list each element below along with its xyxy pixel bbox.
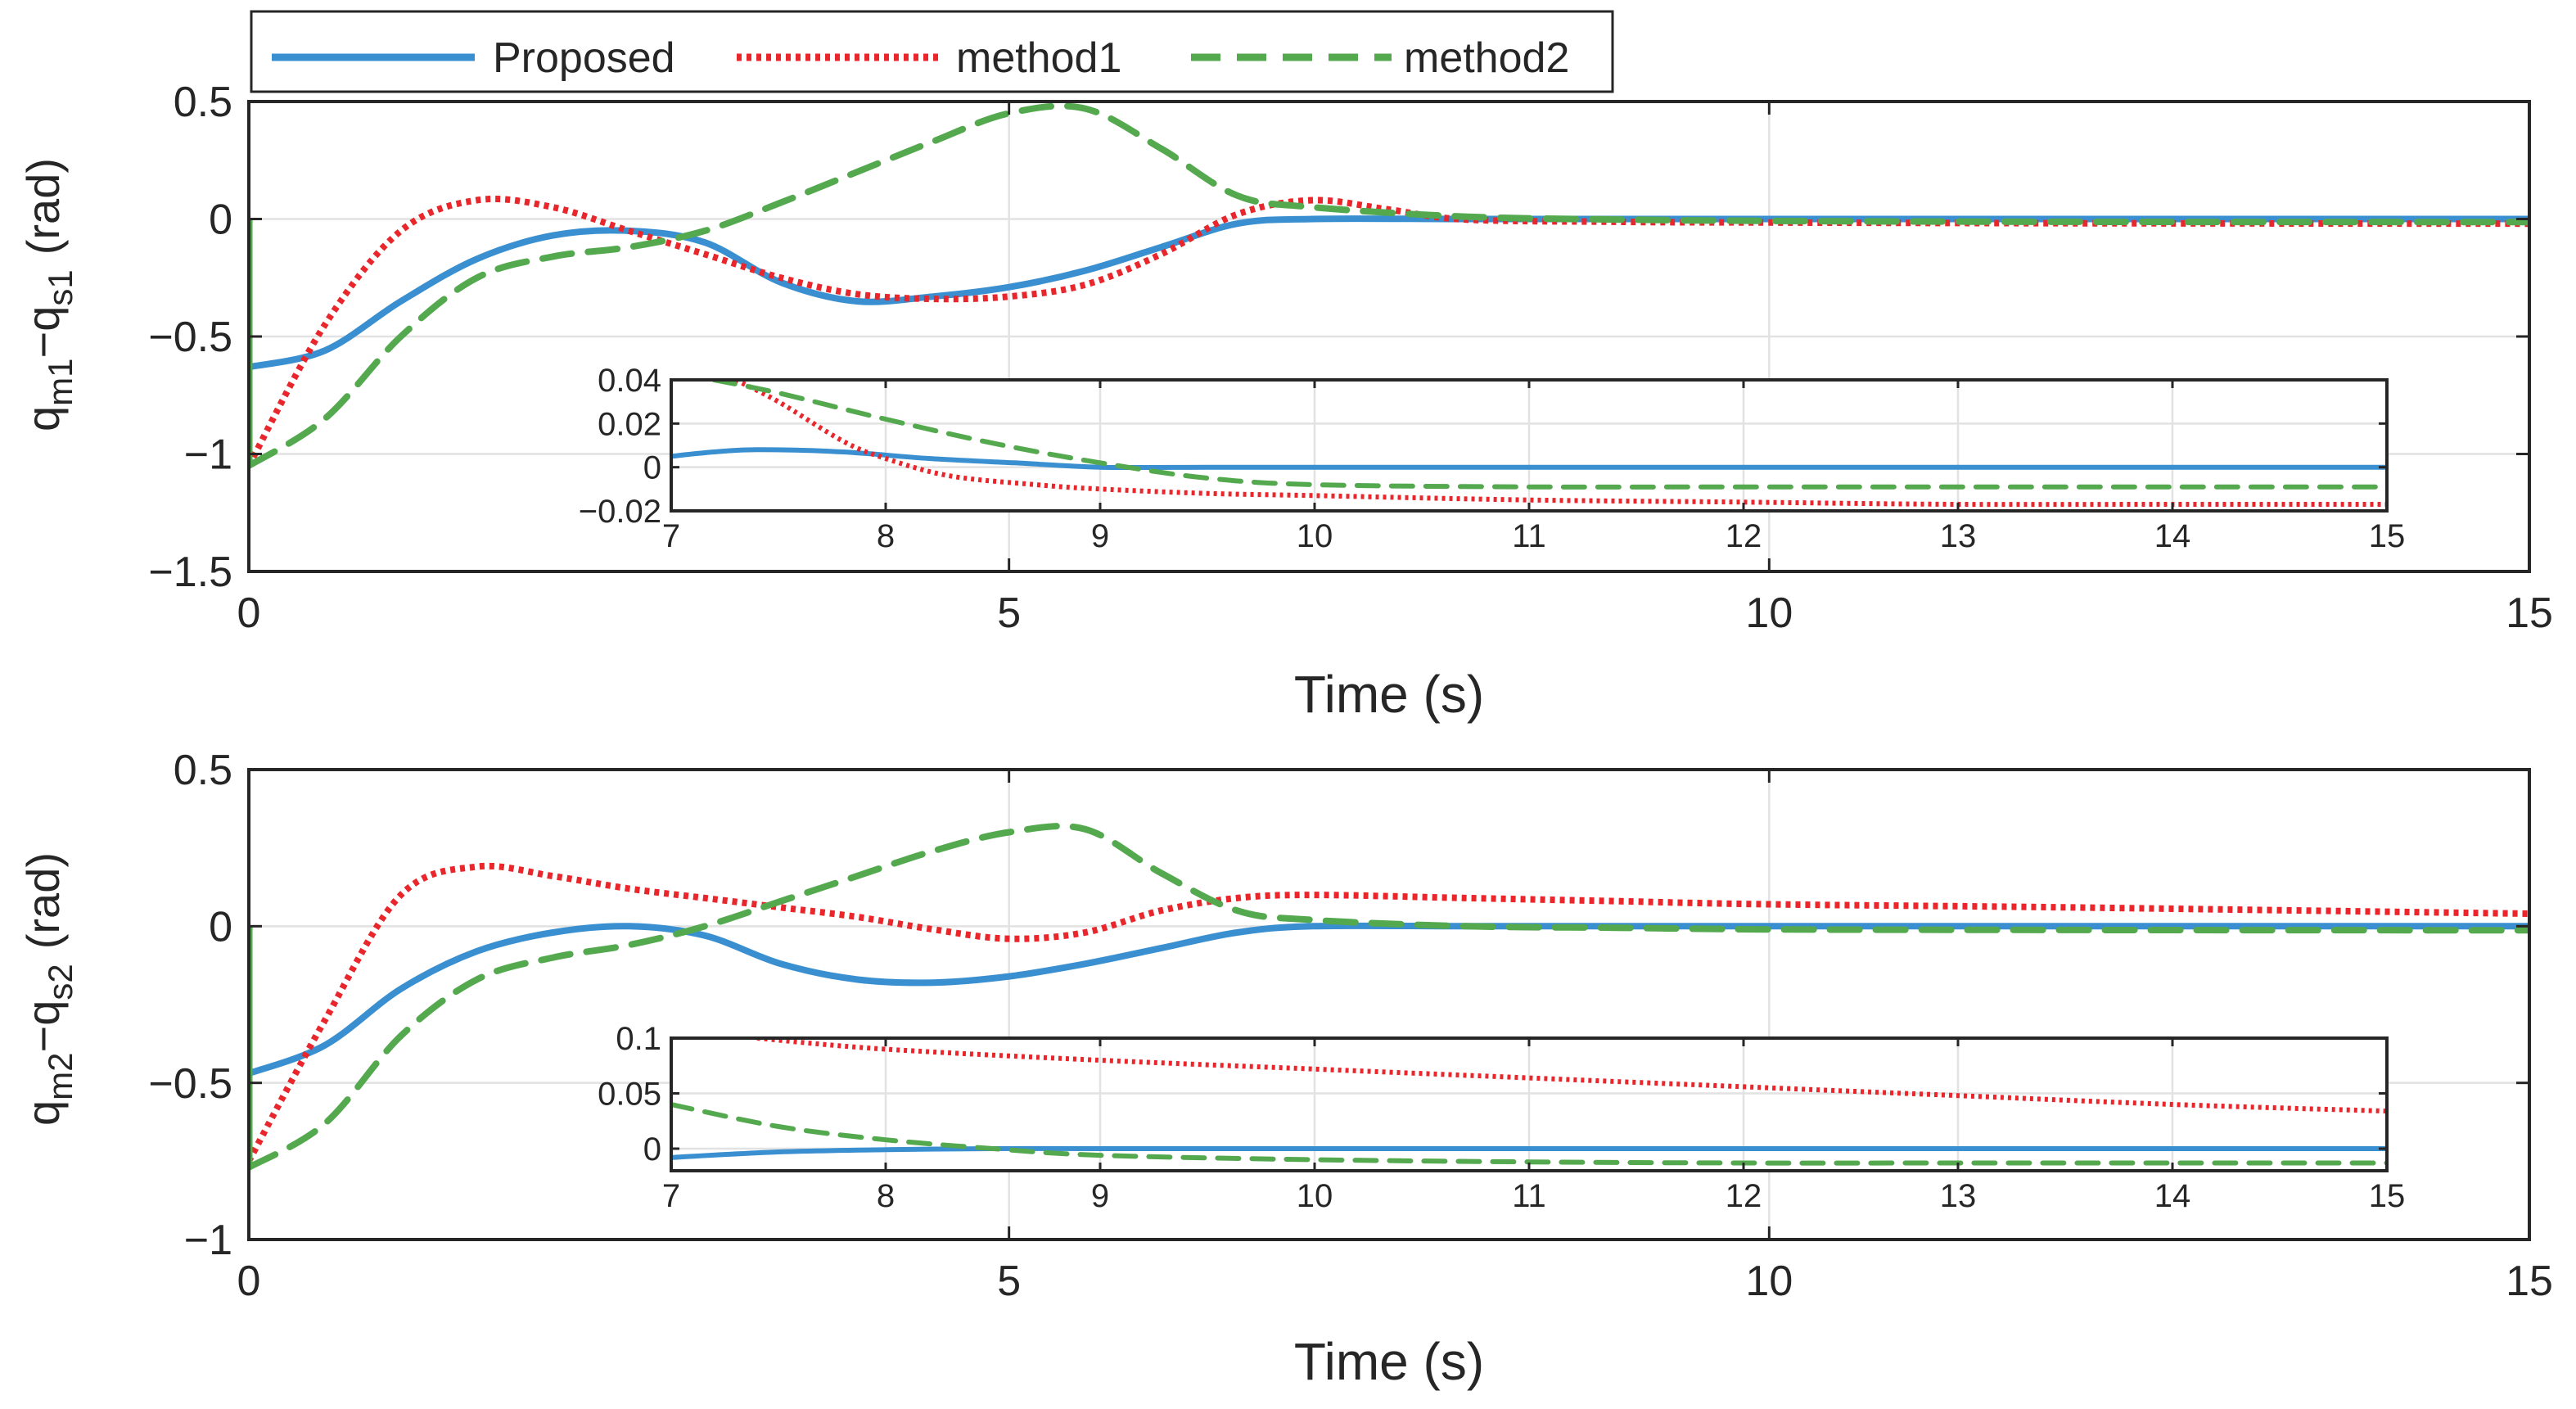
top-inset-x-tick-label: 10 bbox=[1297, 518, 1333, 554]
bottom-inset-x-tick-label: 7 bbox=[662, 1178, 680, 1214]
top-main-y-tick-label: 0 bbox=[209, 196, 232, 244]
top-main-axis: 0 5 10 15 −1.5 −1 −0.5 0 0.5 bbox=[148, 79, 2553, 637]
bottom-inset-x-tick-label: 12 bbox=[1726, 1178, 1762, 1214]
legend-proposed-label: Proposed bbox=[493, 34, 675, 82]
bottom-inset-x-tick-label: 8 bbox=[877, 1178, 895, 1214]
top-ylabel-base: q bbox=[17, 406, 69, 431]
top-x-axis-label: Time (s) bbox=[1294, 665, 1484, 724]
top-main-series-method2 bbox=[249, 102, 2529, 469]
bottom-inset-x-tick-label: 9 bbox=[1091, 1178, 1109, 1214]
legend-method2-label: method2 bbox=[1404, 34, 1569, 82]
bottom-inset-y-tick-label: 0 bbox=[643, 1131, 661, 1167]
bottom-main-frame bbox=[247, 768, 2531, 1241]
bottom-main-series-method2 bbox=[249, 823, 2529, 1171]
top-inset-x-tick-label: 11 bbox=[1512, 518, 1546, 554]
top-inset-series-group bbox=[671, 380, 2387, 508]
bottom-y-axis-label-text: qm2−qs2 (rad) bbox=[17, 852, 79, 1126]
top-inset-y-tick-label: −0.02 bbox=[579, 494, 661, 530]
bottom-main-y-tick-label: −0.5 bbox=[148, 1060, 232, 1108]
top-inset-series-proposed bbox=[671, 447, 2387, 471]
legend: Proposed method1 method2 bbox=[250, 10, 1614, 93]
bottom-main-x-tick-label: 0 bbox=[237, 1258, 261, 1305]
top-main-series-method1 bbox=[249, 195, 2529, 467]
bottom-y-axis-label: qm2−qs2 (rad) bbox=[17, 852, 79, 1126]
top-inset-x-tick-label: 12 bbox=[1726, 518, 1762, 554]
bottom-main-series-proposed bbox=[249, 922, 2529, 1077]
bottom-inset-series-proposed bbox=[671, 1145, 2387, 1160]
legend-method1-label: method1 bbox=[956, 34, 1121, 82]
top-main-y-tick-label: −0.5 bbox=[148, 314, 232, 361]
bottom-inset-series-method1 bbox=[756, 1038, 2387, 1114]
top-main-x-tick-label: 0 bbox=[237, 589, 261, 637]
bottom-inset-x-tick-label: 13 bbox=[1940, 1178, 1977, 1214]
bottom-inset-axis: 7 8 9 10 11 12 13 14 15 0 0.05 0.1 bbox=[598, 1021, 2405, 1214]
top-main-y-tick-label: −1 bbox=[184, 431, 232, 479]
bottom-main-y-tick-label: 0 bbox=[209, 904, 232, 951]
bottom-main-x-tick-label: 5 bbox=[997, 1258, 1021, 1305]
bottom-inset-series-group bbox=[671, 1038, 2387, 1166]
top-main-y-tick-label: 0.5 bbox=[174, 79, 232, 126]
top-inset-y-tick-label: 0.04 bbox=[598, 363, 661, 399]
top-inset-x-tick-label: 14 bbox=[2154, 518, 2191, 554]
top-inset-y-tick-label: 0.02 bbox=[598, 406, 661, 442]
bottom-inset-series-method2 bbox=[671, 1102, 2387, 1166]
bottom-main-x-tick-label: 10 bbox=[1745, 1258, 1793, 1305]
bottom-inset-x-tick-label: 10 bbox=[1297, 1178, 1333, 1214]
bottom-inset-y-tick-label: 0.1 bbox=[616, 1021, 661, 1057]
top-main-x-tick-label: 10 bbox=[1745, 589, 1793, 637]
bottom-main-axis: 0 5 10 15 −1 −0.5 0 0.5 bbox=[148, 747, 2553, 1305]
top-y-axis-label-text: qm1−qs1 (rad) bbox=[17, 158, 79, 431]
top-inset-x-tick-label: 13 bbox=[1940, 518, 1977, 554]
top-inset-x-tick-label: 9 bbox=[1091, 518, 1109, 554]
bottom-main-series-method1 bbox=[249, 862, 2529, 1163]
top-inset-x-tick-label: 15 bbox=[2369, 518, 2406, 554]
bottom-main-x-tick-label: 15 bbox=[2506, 1258, 2553, 1305]
bottom-ylabel-unit: (rad) bbox=[17, 852, 69, 949]
bottom-ylabel-base: q bbox=[17, 1100, 69, 1126]
bottom-inset-x-tick-label: 11 bbox=[1512, 1178, 1546, 1214]
bottom-inset-x-tick-label: 14 bbox=[2154, 1178, 2191, 1214]
top-inset-x-tick-label: 7 bbox=[662, 518, 680, 554]
top-inset-x-tick-label: 8 bbox=[877, 518, 895, 554]
top-ylabel-unit: (rad) bbox=[17, 158, 69, 255]
top-main-x-tick-label: 15 bbox=[2506, 589, 2553, 637]
top-y-axis-label: qm1−qs1 (rad) bbox=[17, 158, 79, 431]
top-main-y-tick-label: −1.5 bbox=[148, 549, 232, 596]
bottom-ylabel-mid: −q bbox=[17, 1000, 69, 1053]
top-inset-y-tick-label: 0 bbox=[643, 450, 661, 486]
top-inset-series-method2 bbox=[711, 380, 2387, 490]
bottom-ylabel-sub2: s2 bbox=[41, 964, 79, 1000]
bottom-main-y-tick-label: −1 bbox=[184, 1217, 232, 1264]
top-inset-axis: 7 8 9 10 11 12 13 14 15 −0.02 0 0.02 0.04 bbox=[579, 363, 2405, 554]
bottom-main-y-tick-label: 0.5 bbox=[174, 747, 232, 794]
bottom-inset-x-tick-label: 15 bbox=[2369, 1178, 2406, 1214]
legend-box bbox=[250, 10, 1614, 93]
top-main-x-tick-label: 5 bbox=[997, 589, 1021, 637]
bottom-x-axis-label: Time (s) bbox=[1294, 1332, 1484, 1391]
bottom-inset-y-tick-label: 0.05 bbox=[598, 1077, 661, 1113]
top-ylabel-sub2: s1 bbox=[41, 269, 79, 305]
top-ylabel-sub1: m1 bbox=[41, 358, 79, 405]
top-ylabel-mid: −q bbox=[17, 306, 69, 359]
bottom-ylabel-sub1: m2 bbox=[41, 1052, 79, 1100]
top-inset-series-method1 bbox=[734, 380, 2387, 508]
